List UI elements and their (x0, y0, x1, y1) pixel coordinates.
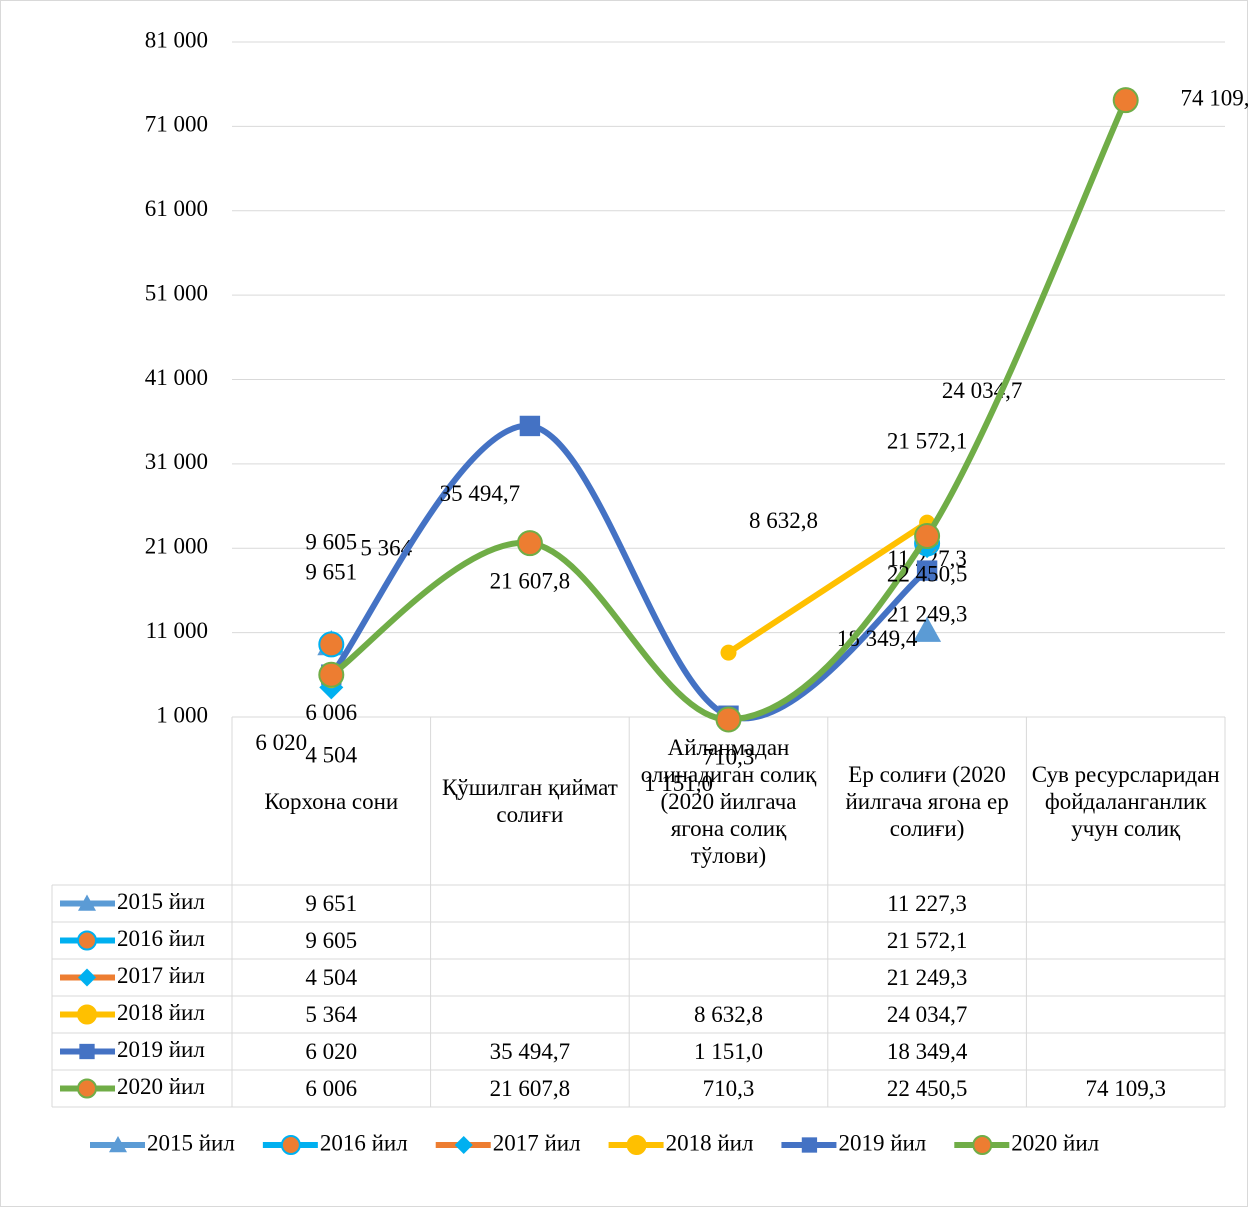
marker (626, 1135, 647, 1155)
marker (318, 631, 345, 658)
marker (109, 1136, 127, 1153)
table-series-name: 2017 йил (117, 963, 205, 988)
marker (801, 1137, 818, 1153)
data-table-grid (51, 717, 1226, 1108)
table-value: 710,3 (702, 1076, 755, 1101)
table-value: 6 006 (305, 1076, 358, 1101)
marker (280, 1135, 301, 1155)
marker (519, 415, 541, 437)
marker (77, 1078, 97, 1099)
data-label: 22 450,5 (887, 561, 968, 586)
marker (77, 1004, 97, 1025)
table-value: 9 651 (305, 891, 358, 916)
y-tick-label: 1 000 (156, 702, 208, 727)
marker (318, 661, 345, 688)
data-label: 24 034,7 (942, 378, 1023, 403)
marker (972, 1135, 993, 1155)
table-series-name: 2020 йил (117, 1074, 205, 1099)
data-label: 21 249,3 (887, 601, 968, 626)
y-tick-label: 41 000 (145, 365, 208, 390)
table-value: 22 450,5 (886, 1076, 968, 1101)
marker (1112, 87, 1139, 114)
series-line (329, 98, 1129, 723)
table-value: 74 109,3 (1085, 1076, 1166, 1101)
table-value: 1 151,0 (693, 1039, 763, 1064)
marker (79, 1043, 95, 1060)
table-value: 4 504 (305, 965, 358, 990)
legend-label: 2015 йил (147, 1130, 235, 1155)
marker (913, 616, 942, 642)
marker (715, 706, 742, 733)
category-label: Корхона сони (264, 788, 399, 814)
table-value: 24 034,7 (886, 1002, 968, 1027)
table-value: 9 605 (305, 928, 358, 953)
y-tick-label: 61 000 (145, 196, 208, 221)
category-label: Қўшилган қиймат солиғи (441, 775, 618, 827)
marker (78, 894, 96, 911)
data-label: 6 006 (305, 700, 357, 725)
legend-label: 2019 йил (838, 1130, 926, 1155)
marker (720, 644, 737, 661)
category-label: Сув ресурсларидан фойдаланганлик учун со… (1031, 761, 1220, 841)
legend-label: 2018 йил (666, 1130, 754, 1155)
marker (77, 930, 97, 951)
data-label: 9 605 (305, 530, 357, 555)
marker (78, 968, 96, 987)
marker (916, 560, 938, 581)
legend-label: 2016 йил (320, 1130, 408, 1155)
y-tick-label: 11 000 (146, 618, 208, 643)
table-value: 11 227,3 (887, 891, 967, 916)
data-label: 21 572,1 (887, 429, 968, 454)
data-label: 21 607,8 (490, 568, 571, 593)
category-label: Ер солиғи (2020 йилгача ягона ер солиғи) (845, 761, 1009, 841)
series-line (328, 422, 929, 722)
legend-label: 2020 йил (1011, 1130, 1099, 1155)
table-value: 8 632,8 (693, 1002, 763, 1027)
table-value: 21 572,1 (886, 928, 968, 953)
legend-label: 2017 йил (493, 1130, 581, 1155)
data-label: 710,3 (703, 745, 755, 770)
table-value: 5 364 (305, 1002, 358, 1027)
data-label: 1 151,0 (644, 771, 713, 796)
table-series-name: 2019 йил (117, 1037, 205, 1062)
marker (914, 523, 941, 550)
marker (516, 530, 543, 557)
data-label: 9 651 (305, 559, 357, 584)
data-label: 6 020 (255, 730, 307, 755)
table-series-name: 2018 йил (117, 1000, 205, 1025)
series-line (726, 520, 929, 656)
table-series-name: 2016 йил (117, 926, 205, 951)
table-value: 21 249,3 (886, 965, 968, 990)
data-label: 74 109,3 (1180, 85, 1248, 110)
y-tick-label: 31 000 (145, 449, 208, 474)
table-value: 35 494,7 (489, 1039, 571, 1064)
table-value: 6 020 (305, 1039, 358, 1064)
y-tick-label: 51 000 (145, 280, 208, 305)
data-label: 4 504 (305, 743, 357, 768)
y-tick-label: 71 000 (145, 112, 208, 137)
marker (454, 1136, 473, 1154)
table-value: 18 349,4 (886, 1039, 968, 1064)
data-label: 8 632,8 (749, 508, 818, 533)
y-tick-label: 81 000 (145, 27, 208, 52)
category-label: Айланмадан олинадиган солиқ (2020 йилгач… (640, 734, 817, 868)
data-label: 35 494,7 (440, 481, 521, 506)
y-tick-label: 21 000 (145, 534, 208, 559)
table-series-name: 2015 йил (117, 889, 205, 914)
table-value: 21 607,8 (489, 1076, 571, 1101)
